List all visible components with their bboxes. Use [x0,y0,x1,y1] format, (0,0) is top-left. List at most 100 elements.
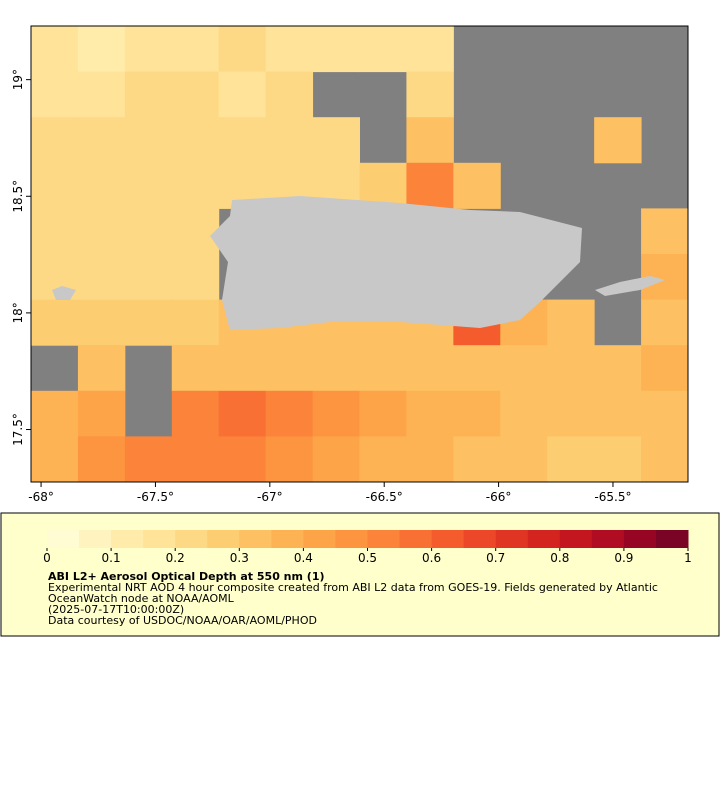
product-note: OceanWatch node at NOAA/AOML [48,592,235,605]
aod-cell [641,390,689,437]
colorbar-bin [527,530,561,548]
aod-cell [453,436,501,483]
land [52,196,665,330]
aod-cell [406,26,454,73]
aod-cell [171,436,220,483]
x-tick-label: -67.5° [137,490,174,504]
colorbar-bin [303,530,336,548]
aod-cell [265,117,314,164]
vieques [595,276,665,296]
aod-cell [265,71,314,118]
aod-cell [594,436,642,483]
aod-cell [124,299,173,346]
aod-cell [453,345,501,392]
aod-cell [31,436,79,483]
aod-cell [500,436,548,483]
mona-island [52,286,76,300]
colorbar-tick-label: 0.5 [358,551,377,565]
colorbar-tick-label: 0.7 [486,551,505,565]
aod-cell [124,436,173,483]
aod-cell [171,117,220,164]
aod-cell [31,299,79,346]
aod-cell [171,26,220,73]
product-title: ABI L2+ Aerosol Optical Depth at 550 nm … [48,570,325,583]
aod-cell [77,436,126,483]
colorbar-bin [335,530,368,548]
aod-cell [31,117,79,164]
aod-cell [77,117,126,164]
colorbar-bin [111,530,144,548]
aod-cell [171,390,220,437]
aod-cell [406,71,454,118]
colorbar-bin [399,530,433,548]
aod-cell [406,117,454,164]
y-tick-label: 18° [11,302,25,323]
aod-cell [265,390,314,437]
product-note: Experimental NRT AOD 4 hour composite cr… [48,581,658,594]
colorbar-tick-label: 0.3 [230,551,249,565]
aod-cell [312,390,360,437]
aod-cell [547,390,595,437]
aod-cell [31,208,79,255]
aod-cell [312,436,360,483]
product-note: (2025-07-17T10:00:00Z) [48,603,184,616]
aod-cell [359,345,407,392]
aod-cell [218,390,267,437]
aod-cell [218,436,267,483]
aod-cell [406,345,454,392]
aod-cell [312,117,360,164]
colorbar-tick-label: 0 [43,551,51,565]
aod-cell [124,254,173,301]
product-notes: Experimental NRT AOD 4 hour composite cr… [48,581,658,627]
colorbar-bin [463,530,497,548]
aod-cell [77,208,126,255]
aod-cell [31,71,79,118]
aod-cell [77,345,126,392]
aod-cell [218,71,267,118]
aod-cell [77,26,126,73]
aod-cell [406,162,454,209]
aod-cell [31,162,79,209]
aod-cell [31,26,79,73]
aod-cell [265,436,314,483]
colorbar-tick-label: 0.4 [294,551,313,565]
aod-field [31,26,689,483]
y-tick-label: 18.5° [11,180,25,213]
aod-cell [500,345,548,392]
aod-cell [359,436,407,483]
aod-cell [171,208,220,255]
aod-cell [124,117,173,164]
colorbar-tick-label: 0.1 [102,551,121,565]
aod-cell [547,436,595,483]
aod-cell [453,162,501,209]
aod-cell [594,117,642,164]
aod-cell [265,26,314,73]
aod-cell [77,162,126,209]
colorbar-bin [559,530,593,548]
puerto-rico [210,196,582,330]
colorbar-bin [239,530,272,548]
colorbar-bin [207,530,240,548]
aod-cell [453,390,501,437]
aod-cell [218,345,267,392]
colorbar-bin [175,530,208,548]
colorbar-tick-label: 0.6 [422,551,441,565]
y-tick-label: 17.5° [11,413,25,446]
aod-cell [171,345,220,392]
colorbar-bin [591,530,625,548]
colorbar-tick-label: 0.2 [166,551,185,565]
aod-cell [312,345,360,392]
aod-cell [547,345,595,392]
aod-cell [594,345,642,392]
aod-cell [500,390,548,437]
aod-cell [124,208,173,255]
colorbar-bin [47,530,80,548]
x-tick-label: -65.5° [594,490,631,504]
aod-cell [641,436,689,483]
aod-cell [77,71,126,118]
aod-cell [171,299,220,346]
aod-cell [641,208,689,255]
colorbar-bin [367,530,401,548]
aod-cell [265,345,314,392]
